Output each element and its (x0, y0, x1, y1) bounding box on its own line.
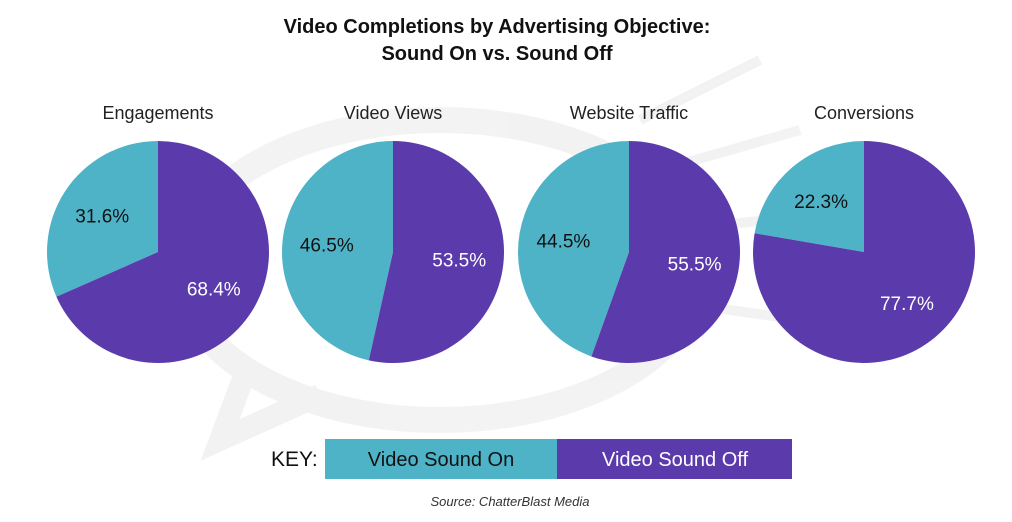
slice-engagements-video-sound-on (47, 141, 159, 297)
pie-conversions: Conversions 22.3% 77.7% (753, 103, 975, 364)
source-note: Source: ChatterBlast Media (431, 494, 590, 509)
slice-label-video-views-video-sound-on: 46.5% (300, 236, 354, 257)
legend: KEY: Video Sound On Video Sound Off (271, 439, 792, 479)
slice-label-conversions-video-sound-on: 22.3% (794, 192, 848, 213)
legend-prefix: KEY: (271, 448, 318, 471)
pie-title-video-views: Video Views (344, 103, 442, 123)
pie-website-traffic: Website Traffic 44.5% 55.5% (518, 103, 740, 363)
slice-engagements-video-sound-off (56, 141, 270, 363)
pie-title-website-traffic: Website Traffic (570, 103, 688, 123)
slice-label-engagements-video-sound-on: 31.6% (75, 207, 129, 228)
legend-swatch-sound-on (325, 439, 557, 479)
slice-website-traffic-video-sound-on (518, 141, 629, 357)
chart-subtitle: Sound On vs. Sound Off (381, 43, 612, 65)
slice-video-views-video-sound-off (368, 141, 505, 364)
legend-label-sound-on: Video Sound On (368, 449, 514, 471)
pie-title-engagements: Engagements (102, 103, 213, 123)
slice-video-views-video-sound-on (282, 141, 393, 361)
slice-label-conversions-video-sound-off: 77.7% (880, 294, 934, 315)
legend-swatch-sound-off (557, 439, 792, 479)
legend-label-sound-off: Video Sound Off (602, 449, 748, 471)
pie-engagements: Engagements 31.6% 68.4% (47, 103, 270, 363)
pies-group: Engagements 31.6% 68.4% Video Views 46.5% 53.… (47, 103, 975, 364)
slice-label-video-views-video-sound-off: 53.5% (432, 250, 486, 271)
pie-title-conversions: Conversions (814, 103, 914, 123)
slice-website-traffic-video-sound-off (591, 141, 740, 363)
slice-label-website-traffic-video-sound-on: 44.5% (536, 232, 590, 253)
slice-conversions-video-sound-on (754, 141, 864, 252)
slice-label-engagements-video-sound-off: 68.4% (187, 279, 241, 300)
slice-label-website-traffic-video-sound-off: 55.5% (668, 254, 722, 275)
pie-video-views: Video Views 46.5% 53.5% (282, 103, 505, 364)
slice-conversions-video-sound-off (753, 141, 975, 364)
chart-title: Video Completions by Advertising Objecti… (284, 16, 711, 38)
